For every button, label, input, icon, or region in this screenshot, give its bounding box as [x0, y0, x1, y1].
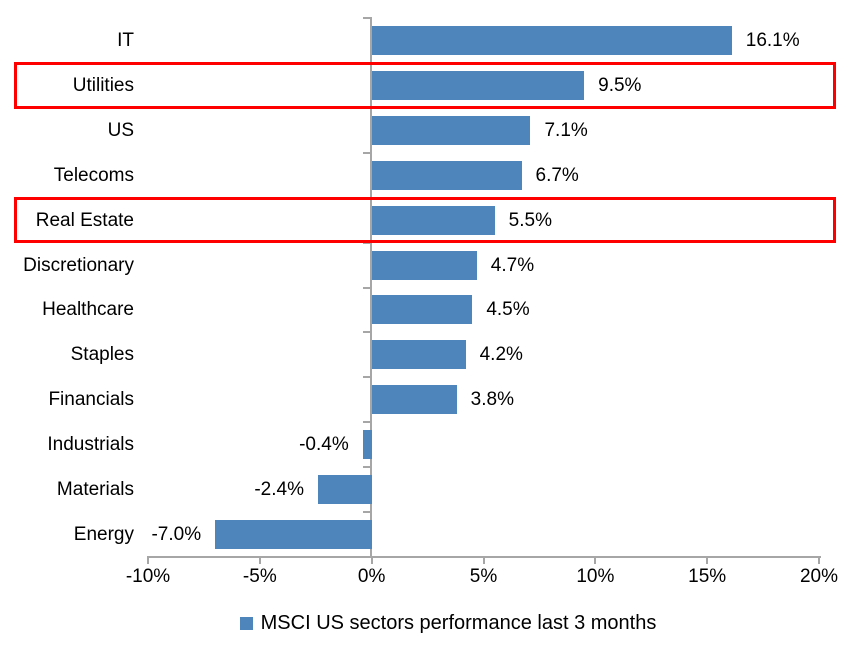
bar	[371, 115, 531, 145]
x-axis-tick-label: -5%	[242, 566, 277, 587]
x-axis-tick	[594, 556, 597, 564]
legend-swatch-icon	[239, 616, 253, 630]
y-axis-tick	[362, 286, 372, 289]
value-label: 4.5%	[486, 299, 530, 321]
bar	[371, 250, 477, 280]
bar	[371, 160, 522, 190]
category-label: Utilities	[72, 74, 134, 96]
y-axis-tick	[362, 331, 372, 334]
value-label: 16.1%	[745, 29, 800, 51]
category-label: Healthcare	[42, 299, 134, 321]
value-label: 5.5%	[508, 209, 552, 231]
x-axis-tick-label: 0%	[357, 566, 386, 587]
highlight-box-utilities	[14, 62, 836, 109]
x-axis-tick	[147, 556, 149, 564]
y-axis-tick	[362, 421, 372, 424]
category-label: Industrials	[47, 434, 134, 456]
x-axis-tick	[706, 556, 709, 564]
value-label: -7.0%	[151, 524, 202, 546]
x-axis-tick	[370, 556, 373, 564]
bar	[371, 70, 585, 100]
value-label: 4.7%	[490, 254, 535, 276]
category-label: Real Estate	[35, 209, 134, 231]
bar	[371, 25, 732, 55]
bar	[362, 430, 372, 460]
bar	[215, 520, 372, 550]
y-axis-tick	[362, 376, 372, 379]
y-axis-tick	[362, 511, 372, 514]
category-label: US	[107, 119, 134, 141]
x-axis-tick	[258, 556, 261, 564]
category-label: Financials	[48, 389, 134, 411]
value-label: 6.7%	[535, 164, 579, 186]
bar	[371, 385, 457, 415]
x-axis-tick	[482, 556, 485, 564]
bar	[371, 340, 466, 370]
category-label: IT	[117, 29, 134, 51]
y-axis-tick	[362, 556, 372, 558]
bar	[371, 295, 473, 325]
value-label: -2.4%	[254, 479, 304, 501]
legend-label: MSCI US sectors performance last 3 month…	[260, 612, 657, 634]
category-label: Energy	[73, 524, 134, 546]
x-axis-line	[148, 556, 821, 558]
value-label: 3.8%	[470, 389, 514, 411]
category-label: Materials	[56, 479, 134, 501]
x-axis-tick-label: -10%	[125, 566, 171, 587]
category-label: Staples	[70, 344, 134, 366]
bar	[371, 205, 495, 235]
value-label: -0.4%	[299, 434, 349, 456]
value-label: 9.5%	[598, 74, 642, 96]
y-axis-tick	[362, 466, 372, 469]
x-axis-tick-label: 10%	[576, 566, 615, 587]
x-axis-tick-label: 5%	[469, 566, 498, 587]
y-axis-tick	[362, 151, 372, 154]
value-label: 4.2%	[479, 344, 523, 366]
legend-entry: MSCI US sectors performance last 3 month…	[239, 612, 657, 634]
bar	[317, 475, 372, 505]
x-axis-tick-label: 15%	[688, 566, 727, 587]
category-label: Discretionary	[23, 254, 134, 276]
highlight-box-real-estate	[14, 196, 836, 244]
legend: MSCI US sectors performance last 3 month…	[0, 612, 852, 634]
y-axis-tick	[362, 17, 372, 19]
x-axis-tick-label: 20%	[799, 566, 839, 587]
value-label: 7.1%	[544, 119, 588, 141]
x-axis-tick	[818, 556, 820, 564]
category-label: Telecoms	[53, 164, 134, 186]
